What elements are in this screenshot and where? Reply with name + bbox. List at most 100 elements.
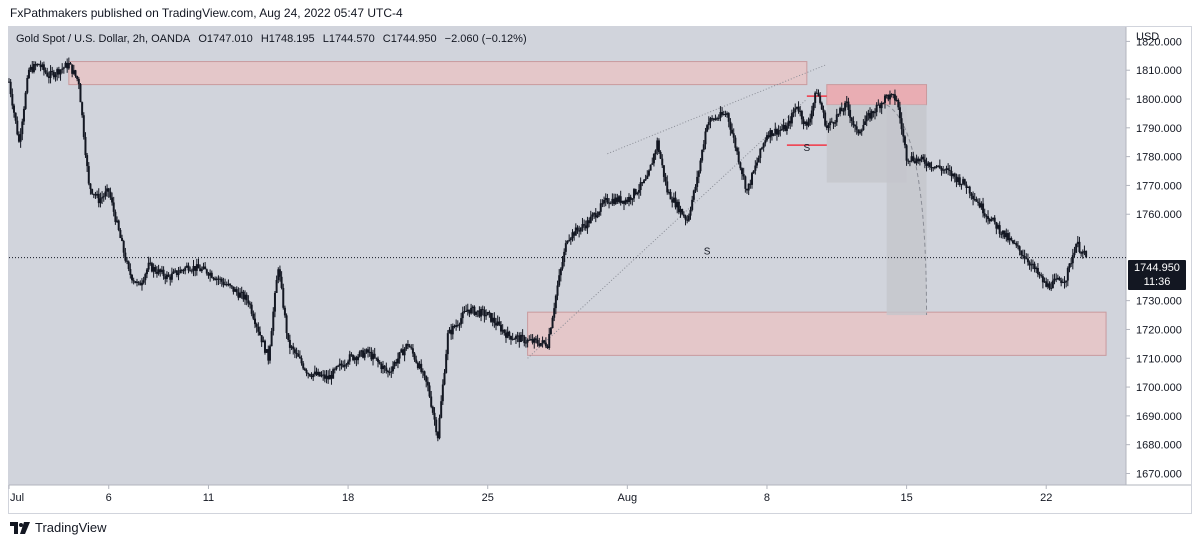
candle-body [777, 130, 780, 135]
candle-body [116, 220, 119, 222]
candle-body [335, 366, 338, 370]
candle-body [16, 120, 19, 135]
candle-body [86, 155, 89, 167]
candle-body [516, 335, 519, 337]
candle-body [591, 214, 594, 217]
candle-body [101, 197, 104, 199]
candle-body [729, 121, 732, 130]
candle-body [297, 353, 300, 357]
candle-body [453, 325, 456, 327]
candle-body [24, 92, 27, 109]
candle-body [257, 326, 260, 332]
candle-body [943, 169, 946, 171]
candle-body [637, 189, 640, 193]
candle-body [564, 243, 567, 252]
candle-body [862, 124, 865, 131]
y-tick-label: 1710.000 [1136, 353, 1182, 365]
candle-body [955, 176, 958, 183]
candle-body [604, 198, 607, 200]
candle-body [32, 64, 35, 72]
candle-body [380, 363, 383, 370]
candle-body [69, 63, 72, 65]
candle-body [194, 266, 197, 271]
candle-body [252, 313, 255, 319]
candle-body [898, 107, 901, 119]
candle-body [446, 333, 449, 355]
candle-body [972, 195, 975, 199]
candle-body [814, 92, 817, 104]
candle-body [897, 100, 900, 108]
candle-body [930, 167, 933, 169]
candle-body [169, 276, 172, 280]
candle-body [62, 67, 65, 69]
candle-body [855, 126, 858, 130]
candle-body [701, 149, 704, 161]
candle-body [8, 81, 10, 83]
candle-body [400, 349, 403, 353]
candle-body [87, 166, 90, 184]
candle-body [348, 354, 351, 362]
candle-body [493, 317, 496, 324]
candle-body [664, 176, 667, 182]
candle-body [629, 196, 632, 200]
candle-body [641, 182, 644, 184]
candle-body [754, 165, 757, 171]
candle-body [551, 317, 554, 329]
candle-body [579, 227, 582, 232]
candle-body [288, 339, 291, 348]
gold-price-chart[interactable]: S S 1820.000 1810.000 1800.000 1790.000 1780.0… [8, 26, 1192, 514]
candle-body [767, 135, 770, 138]
candle-body [839, 108, 842, 114]
plot-background [9, 27, 1126, 485]
candle-body [318, 371, 321, 377]
candle-body [167, 274, 170, 277]
candle-body [717, 117, 720, 119]
candle-body [468, 309, 471, 314]
candle-body [300, 358, 303, 364]
candle-body [1085, 251, 1088, 258]
candle-body [1063, 281, 1066, 283]
candle-body [998, 225, 1001, 234]
y-tick-label: 1820.000 [1136, 36, 1182, 48]
candle-body [72, 70, 75, 74]
candle-body [543, 340, 546, 343]
candle-body [1031, 263, 1034, 265]
candle-body [420, 363, 423, 372]
candle-body [61, 68, 64, 70]
candle-body [122, 240, 125, 253]
candle-body [157, 269, 160, 274]
candle-body [57, 69, 60, 75]
candle-body [229, 283, 232, 286]
tradingview-brand[interactable]: TradingView [10, 520, 107, 535]
candle-body [372, 353, 375, 360]
candle-body [102, 196, 105, 198]
candle-body [744, 176, 747, 189]
candle-body [162, 269, 165, 277]
candle-body [1065, 280, 1068, 283]
candle-body [822, 109, 825, 113]
candle-body [401, 349, 404, 356]
candle-body [973, 198, 976, 200]
candle-body [436, 432, 439, 439]
candle-body [150, 263, 153, 272]
candle-body [726, 113, 729, 115]
candle-body [772, 133, 775, 136]
candle-body [325, 375, 328, 379]
candle-body [953, 173, 956, 177]
candle-body [775, 128, 778, 135]
candle-body [877, 104, 880, 106]
candle-body [553, 308, 556, 318]
candle-body [835, 114, 838, 123]
candle-body [681, 209, 684, 215]
candle-body [667, 191, 670, 193]
legend-low: L1744.570 [322, 33, 375, 45]
candle-body [41, 64, 44, 68]
candle-body [902, 129, 905, 137]
candle-body [478, 310, 481, 317]
candle-body [623, 200, 626, 204]
candle-body [500, 324, 503, 332]
candle-body [859, 131, 862, 134]
candle-body [164, 276, 167, 279]
candle-body [440, 401, 443, 418]
candle-body [820, 102, 823, 110]
